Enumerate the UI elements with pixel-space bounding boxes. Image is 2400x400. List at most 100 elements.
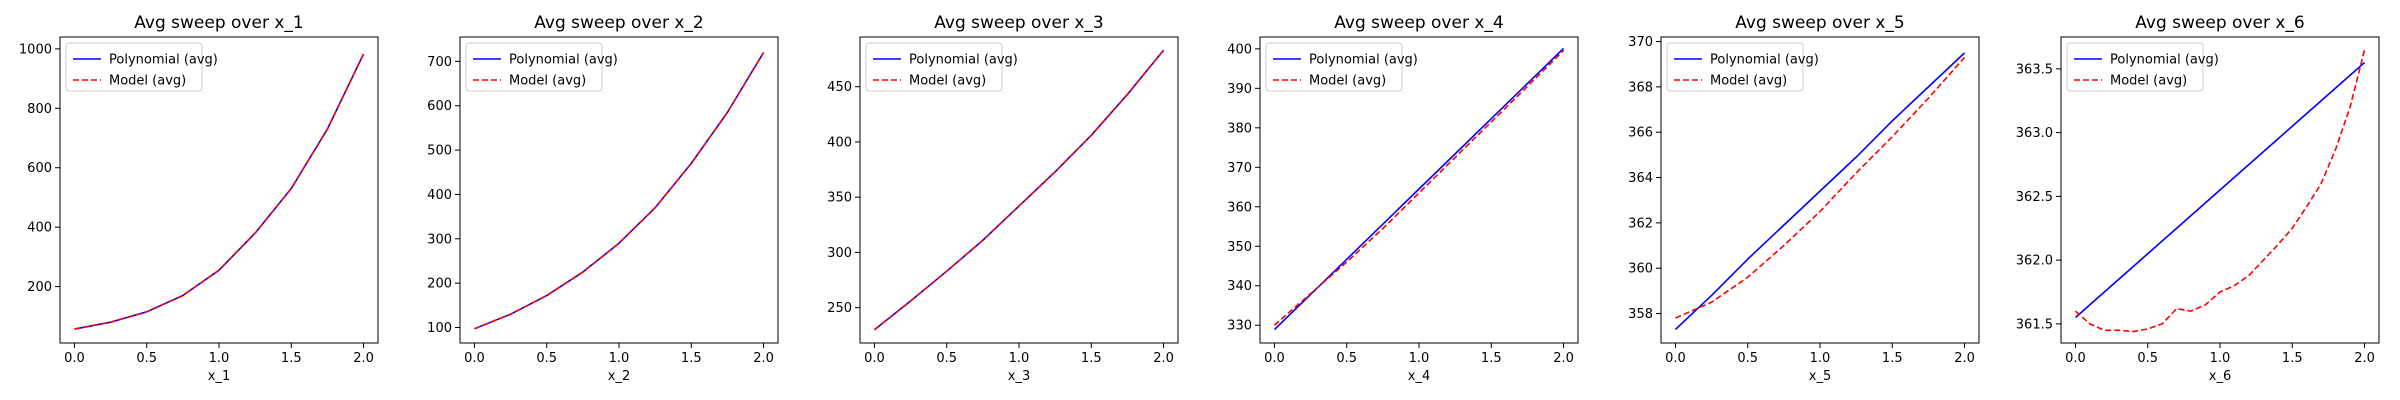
y-tick-label: 250	[827, 301, 852, 316]
legend-entry: Model (avg)	[1309, 74, 1386, 89]
y-tick-label: 800	[27, 102, 52, 117]
x-tick-label: 2.0	[2354, 351, 2375, 366]
y-tick-label: 450	[827, 80, 852, 95]
x-tick-label: 1.0	[1009, 351, 1030, 366]
y-tick-label: 400	[427, 188, 452, 203]
x-tick-label: 2.0	[1553, 351, 1574, 366]
y-tick-label: 340	[1227, 279, 1252, 294]
x-tick-label: 0.0	[64, 351, 85, 366]
x-tick-label: 0.0	[464, 351, 485, 366]
chart-6: Avg sweep over x_6 0.0 0.5 1.0 1.5 2.0 361.5 36…	[2016, 13, 2380, 384]
x-tick-label: 1.5	[2282, 351, 2303, 366]
model-series-line	[2074, 49, 2366, 333]
x-tick-label: 1.5	[1081, 351, 1102, 366]
model-series-line	[1273, 49, 1565, 326]
legend-entry: Polynomial (avg)	[1710, 53, 1819, 68]
y-tick-label: 100	[427, 321, 452, 336]
y-tick-label: 600	[427, 99, 452, 114]
x-axis-label: x_3	[1008, 369, 1030, 384]
x-tick-label: 2.0	[353, 351, 374, 366]
x-tick-label: 2.0	[753, 351, 774, 366]
x-tick-label: 0.5	[536, 351, 557, 366]
chart-1: Avg sweep over x_1 0.0 0.5 1.0 1.5 2.0 200 400 6…	[19, 13, 379, 384]
polynomial-series-line	[1674, 52, 1966, 330]
model-series-line	[474, 52, 765, 330]
polynomial-series-line	[873, 49, 1165, 331]
x-tick-label: 1.0	[209, 351, 230, 366]
chart-4: Avg sweep over x_4 0.0 0.5 1.0 1.5 2.0 330 340 3…	[1227, 13, 1579, 384]
legend-box	[2066, 42, 2204, 92]
plot-frame	[1660, 36, 1980, 344]
plot-frame	[59, 36, 379, 344]
legend-entry: Polynomial (avg)	[909, 53, 1018, 68]
x-tick-label: 1.0	[609, 351, 630, 366]
x-tick-label: 1.5	[1882, 351, 1903, 366]
y-tick-label: 400	[827, 135, 852, 150]
y-tick-label: 360	[1227, 200, 1252, 215]
y-tick-label: 300	[827, 246, 852, 261]
y-tick-label: 362.0	[2016, 254, 2053, 269]
y-tick-label: 200	[427, 277, 452, 292]
chart-3: Avg sweep over x_3 0.0 0.5 1.0 1.5 2.0 250 300 3…	[827, 13, 1179, 384]
polynomial-series-line	[474, 52, 765, 330]
x-tick-label: 0.0	[2065, 351, 2086, 366]
y-tick-label: 600	[27, 161, 52, 176]
legend-entry: Polynomial (avg)	[1309, 53, 1418, 68]
y-tick-label: 500	[427, 144, 452, 159]
x-axis-label: x_1	[208, 369, 230, 384]
y-tick-label: 350	[1227, 240, 1252, 255]
y-tick-label: 363.0	[2016, 126, 2053, 141]
x-tick-label: 0.5	[2137, 351, 2158, 366]
y-tick-label: 364	[1628, 171, 1653, 186]
x-tick-label: 2.0	[1954, 351, 1975, 366]
x-tick-label: 1.5	[1481, 351, 1502, 366]
x-axis-label: x_2	[608, 369, 630, 384]
legend-entry: Polynomial (avg)	[509, 53, 618, 68]
model-series-line	[1675, 56, 1966, 319]
polynomial-series-line	[2074, 61, 2366, 319]
y-tick-label: 362	[1628, 216, 1653, 231]
legend: Polynomial (avg) Model (avg)	[65, 42, 218, 92]
model-series-line	[873, 49, 1165, 331]
legend: Polynomial (avg) Model (avg)	[865, 42, 1018, 92]
chart-title: Avg sweep over x_5	[1735, 13, 1904, 33]
chart-2: Avg sweep over x_2 0.0 0.5 1.0 1.5 2.0 100 200 3…	[427, 13, 779, 384]
chart-title: Avg sweep over x_2	[534, 13, 703, 33]
y-tick-label: 330	[1227, 319, 1252, 334]
legend-box	[65, 42, 203, 92]
plot-frame	[2060, 36, 2380, 344]
x-tick-label: 1.0	[1810, 351, 1831, 366]
x-tick-label: 1.0	[1409, 351, 1430, 366]
legend-entry: Polynomial (avg)	[109, 53, 218, 68]
x-axis-label: x_5	[1809, 369, 1831, 384]
legend-entry: Model (avg)	[1710, 74, 1787, 89]
y-tick-label: 366	[1628, 126, 1653, 141]
x-tick-label: 0.5	[1737, 351, 1758, 366]
y-tick-label: 300	[427, 232, 452, 247]
legend-entry: Model (avg)	[909, 74, 986, 89]
x-tick-label: 1.5	[681, 351, 702, 366]
chart-title: Avg sweep over x_1	[134, 13, 303, 33]
x-tick-label: 1.5	[281, 351, 302, 366]
x-tick-label: 2.0	[1153, 351, 1174, 366]
legend-entry: Polynomial (avg)	[2110, 53, 2219, 68]
x-tick-label: 0.0	[864, 351, 885, 366]
plot-frame	[1259, 36, 1579, 344]
x-tick-label: 0.0	[1264, 351, 1285, 366]
plot-frame	[459, 36, 779, 344]
y-tick-label: 400	[1227, 42, 1252, 57]
polynomial-series-line	[74, 53, 365, 330]
y-tick-label: 1000	[19, 42, 52, 57]
legend: Polynomial (avg) Model (avg)	[1265, 42, 1418, 92]
model-series-line	[74, 53, 365, 330]
legend-box	[1265, 42, 1403, 92]
chart-title: Avg sweep over x_6	[2135, 13, 2304, 33]
y-tick-label: 370	[1227, 161, 1252, 176]
y-tick-label: 361.5	[2016, 317, 2053, 332]
x-tick-label: 0.5	[1336, 351, 1357, 366]
y-tick-label: 360	[1628, 262, 1653, 277]
y-tick-label: 350	[827, 191, 852, 206]
y-tick-label: 200	[27, 280, 52, 295]
y-tick-label: 362.5	[2016, 190, 2053, 205]
chart-title: Avg sweep over x_3	[934, 13, 1103, 33]
